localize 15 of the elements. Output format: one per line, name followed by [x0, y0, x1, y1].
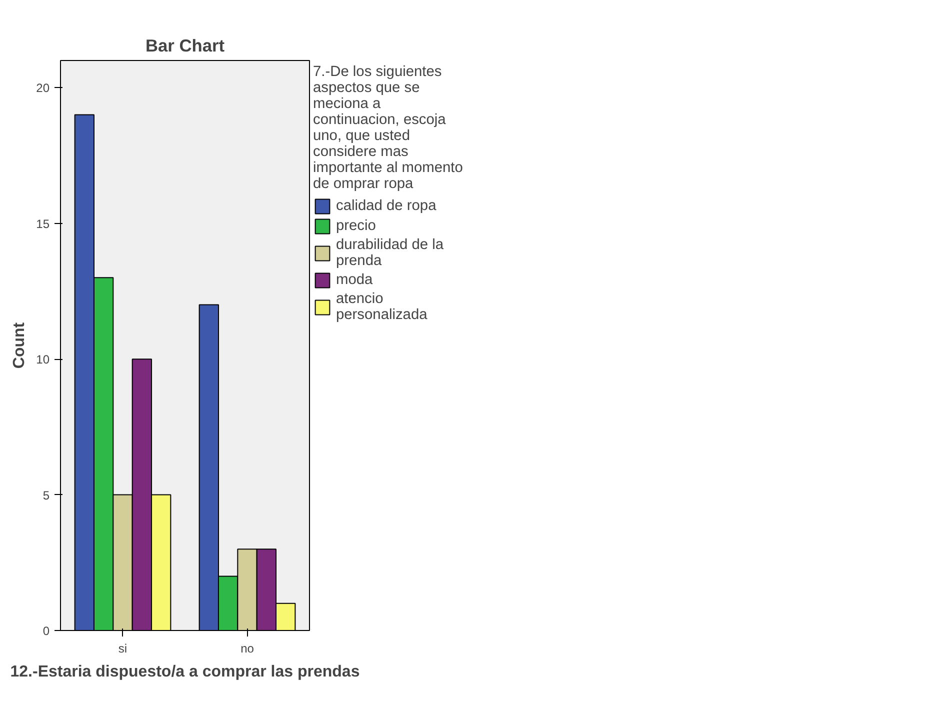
y-axis-title: Count [11, 322, 28, 369]
y-tick-label: 0 [42, 624, 50, 638]
chart-title: Bar Chart [146, 36, 225, 56]
y-tick-label: 5 [42, 488, 50, 502]
y-tick-label: 20 [36, 81, 50, 96]
legend-label: calidad de ropa [336, 198, 436, 214]
x-tick-label: si [118, 642, 128, 656]
legend-label: atencio personalizada [336, 291, 428, 323]
x-tick-label: no [240, 642, 254, 656]
y-tick-label: 15 [36, 216, 50, 231]
x-axis-title: 12.-Estaria dispuesto/a a comprar las prendas [10, 664, 360, 680]
legend-label: precio [336, 218, 376, 234]
legend-title: 7.-De los siguientes aspectos que se meciona a continuacion, escoja uno, que usted considere mas importante al momento de omprar ropa [313, 64, 463, 192]
y-tick-label: 10 [36, 352, 50, 367]
legend-label: moda [336, 272, 373, 288]
